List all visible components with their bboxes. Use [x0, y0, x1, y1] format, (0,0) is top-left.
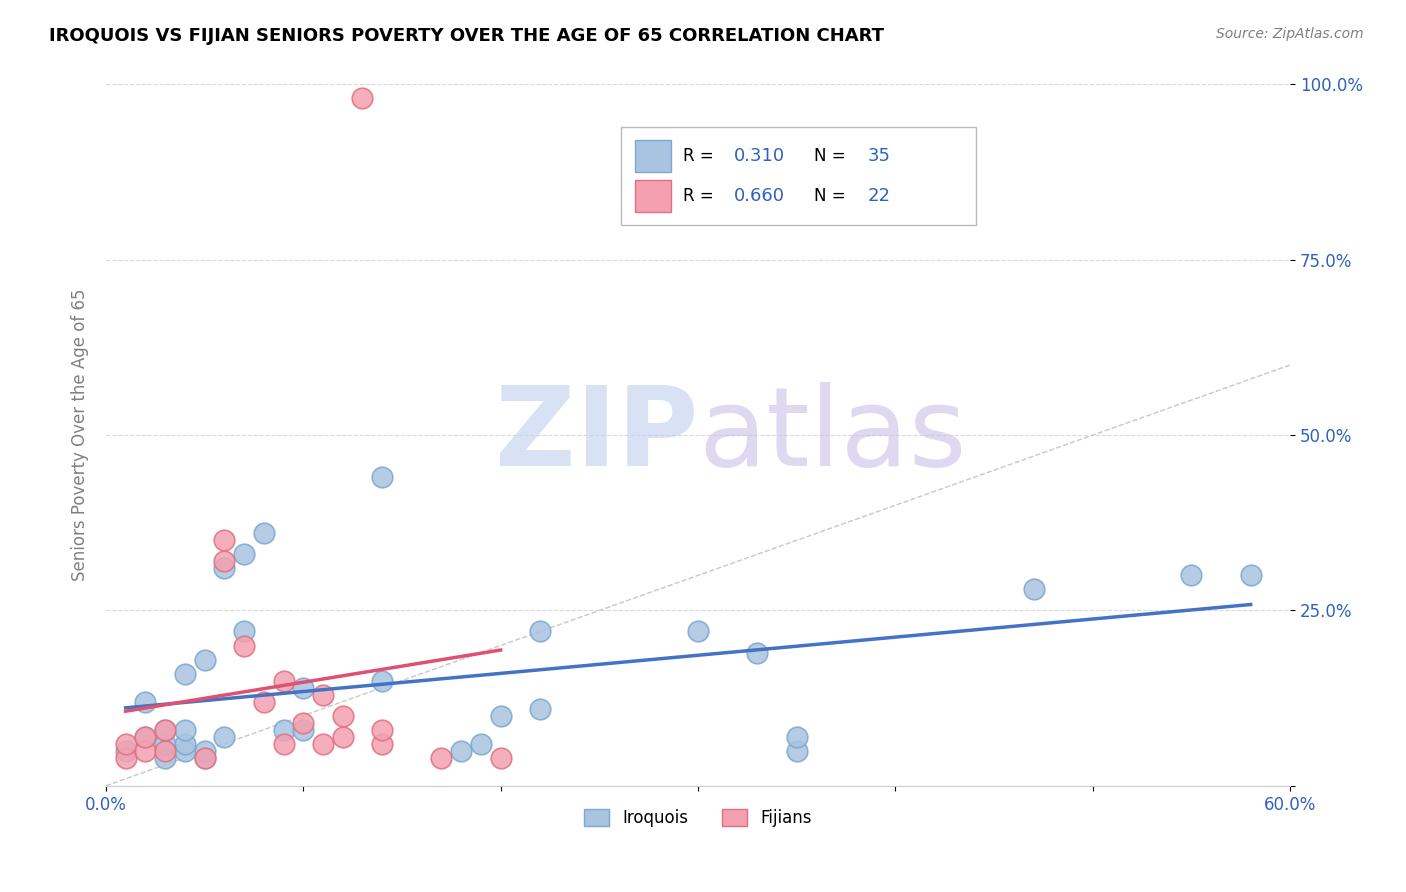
Point — [332, 730, 354, 744]
Point — [114, 750, 136, 764]
Point — [292, 723, 315, 737]
Point — [273, 673, 295, 688]
Text: 22: 22 — [868, 187, 890, 205]
Point — [194, 750, 217, 764]
Point — [371, 723, 394, 737]
Point — [134, 730, 156, 744]
Legend: Iroquois, Fijians: Iroquois, Fijians — [578, 802, 818, 833]
Point — [173, 723, 195, 737]
Point — [1180, 568, 1202, 582]
Point — [253, 526, 276, 541]
Point — [489, 750, 512, 764]
Text: 0.660: 0.660 — [734, 187, 785, 205]
Text: R =: R = — [683, 147, 718, 165]
Point — [173, 666, 195, 681]
Point — [686, 624, 709, 639]
Point — [134, 744, 156, 758]
Point — [1240, 568, 1263, 582]
Text: 0.310: 0.310 — [734, 147, 785, 165]
Point — [214, 561, 236, 575]
Point — [153, 723, 176, 737]
Point — [153, 737, 176, 751]
Point — [332, 708, 354, 723]
Point — [253, 695, 276, 709]
Text: 35: 35 — [868, 147, 890, 165]
Point — [273, 723, 295, 737]
Point — [292, 681, 315, 695]
Point — [292, 715, 315, 730]
Point — [194, 750, 217, 764]
Point — [747, 646, 769, 660]
Point — [312, 688, 335, 702]
Point — [153, 744, 176, 758]
Point — [489, 708, 512, 723]
Point — [153, 723, 176, 737]
Point — [1022, 582, 1045, 597]
Text: N =: N = — [814, 187, 851, 205]
Point — [153, 750, 176, 764]
Point — [134, 695, 156, 709]
Bar — [636, 140, 671, 172]
Point — [194, 744, 217, 758]
Point — [470, 737, 492, 751]
Point — [312, 737, 335, 751]
Point — [371, 673, 394, 688]
Text: R =: R = — [683, 187, 718, 205]
Y-axis label: Seniors Poverty Over the Age of 65: Seniors Poverty Over the Age of 65 — [72, 289, 89, 582]
Point — [371, 470, 394, 484]
Point — [529, 701, 551, 715]
Point — [371, 737, 394, 751]
Point — [273, 737, 295, 751]
Point — [529, 624, 551, 639]
Text: ZIP: ZIP — [495, 382, 697, 489]
Point — [430, 750, 453, 764]
Point — [352, 91, 374, 105]
Text: N =: N = — [814, 147, 851, 165]
Bar — [636, 180, 671, 212]
Point — [134, 730, 156, 744]
Point — [114, 737, 136, 751]
Point — [786, 730, 808, 744]
Point — [173, 744, 195, 758]
Point — [233, 547, 256, 561]
Bar — [621, 127, 976, 225]
Text: Source: ZipAtlas.com: Source: ZipAtlas.com — [1216, 27, 1364, 41]
Point — [114, 744, 136, 758]
Point — [214, 730, 236, 744]
Text: IROQUOIS VS FIJIAN SENIORS POVERTY OVER THE AGE OF 65 CORRELATION CHART: IROQUOIS VS FIJIAN SENIORS POVERTY OVER … — [49, 27, 884, 45]
Point — [233, 624, 256, 639]
Point — [214, 554, 236, 568]
Text: atlas: atlas — [697, 382, 966, 489]
Point — [194, 652, 217, 666]
Point — [233, 639, 256, 653]
Point — [786, 744, 808, 758]
Point — [450, 744, 472, 758]
Point — [173, 737, 195, 751]
Point — [214, 533, 236, 548]
